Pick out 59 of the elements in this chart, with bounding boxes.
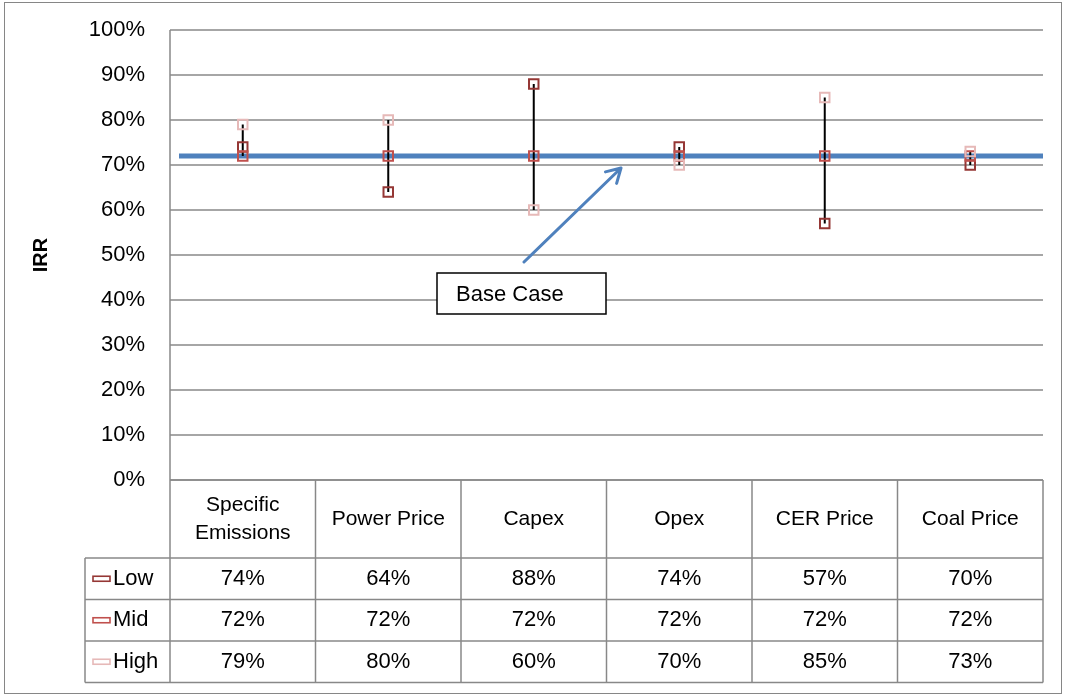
point	[528, 204, 540, 216]
data-label: 72%	[657, 606, 702, 632]
point	[237, 150, 249, 162]
x-tick-label: CER Price	[775, 505, 874, 529]
y-tick-label: 100%	[88, 15, 145, 41]
data-label: 72%	[511, 606, 556, 632]
y-tick-label: 40%	[100, 285, 145, 311]
y-tick-label: 70%	[100, 150, 145, 176]
data-label: 70%	[948, 564, 993, 590]
data-label: 88%	[511, 564, 556, 590]
point	[673, 141, 685, 153]
data-label: 60%	[511, 647, 556, 673]
data-label: 73%	[948, 647, 993, 673]
point	[673, 150, 685, 162]
point	[382, 114, 394, 126]
annotation: Base Case	[456, 280, 564, 306]
x-tick-label: Opex	[654, 505, 705, 529]
data-label: 74%	[657, 564, 702, 590]
legend-label: Low	[113, 564, 154, 590]
y-tick-label: 90%	[100, 60, 145, 86]
y-tick-label: 80%	[100, 105, 145, 131]
point	[964, 150, 976, 162]
data-label: 72%	[948, 606, 993, 632]
y-tick-label: 10%	[100, 420, 145, 446]
data-label: 72%	[220, 606, 265, 632]
point	[819, 217, 831, 230]
data-label: 80%	[366, 647, 411, 673]
point	[964, 159, 976, 171]
data-label: 57%	[802, 564, 847, 590]
point	[819, 150, 831, 162]
data-label: 72%	[802, 606, 847, 632]
data-label: 85%	[802, 647, 847, 673]
x-tick-label: Capex	[503, 505, 565, 529]
y-tick-label: 50%	[100, 240, 145, 266]
point	[528, 150, 540, 162]
x-tick-label: Specific Emissions	[194, 491, 291, 543]
legend-label: High	[113, 647, 159, 673]
data-label: 74%	[220, 564, 265, 590]
point	[382, 150, 394, 162]
y-tick-label: 0%	[113, 465, 145, 491]
x-tick-label: Coal Price	[921, 505, 1019, 529]
point	[819, 91, 831, 104]
point	[964, 145, 976, 158]
bar	[823, 97, 826, 224]
point	[237, 141, 249, 153]
point	[673, 159, 685, 171]
point	[237, 118, 249, 131]
legend-label: Mid	[113, 606, 149, 632]
point	[382, 186, 394, 198]
y-tick-label: 60%	[100, 195, 145, 221]
data-label: 64%	[366, 564, 411, 590]
y-tick-label: 30%	[100, 330, 145, 356]
data-label: 72%	[366, 606, 411, 632]
y-tick-label: 20%	[100, 375, 145, 401]
x-tick-label: Power Price	[331, 505, 445, 529]
data-label: 79%	[220, 647, 265, 673]
point	[528, 78, 540, 90]
y-axis-title: IRR	[29, 237, 52, 273]
data-label: 70%	[657, 647, 702, 673]
